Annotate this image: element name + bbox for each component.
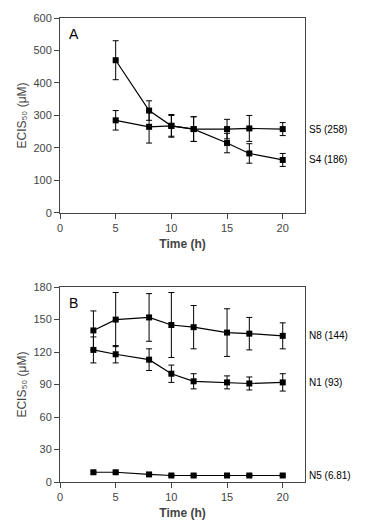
svg-text:60: 60 (40, 411, 52, 423)
svg-text:500: 500 (33, 44, 51, 56)
svg-text:10: 10 (165, 222, 177, 234)
svg-text:15: 15 (221, 222, 233, 234)
svg-text:600: 600 (33, 12, 51, 24)
svg-text:150: 150 (33, 313, 51, 325)
svg-text:S4 (186): S4 (186) (309, 154, 347, 165)
svg-text:20: 20 (277, 491, 289, 503)
svg-text:5: 5 (113, 491, 119, 503)
svg-text:N1 (93): N1 (93) (309, 377, 342, 388)
svg-text:Time (h): Time (h) (159, 237, 205, 251)
svg-text:Time (h): Time (h) (159, 506, 205, 520)
svg-text:0: 0 (57, 222, 63, 234)
svg-text:200: 200 (33, 142, 51, 154)
svg-text:N5 (6.81): N5 (6.81) (309, 470, 351, 481)
svg-text:ECIS₅₀ (μM): ECIS₅₀ (μM) (15, 352, 29, 418)
svg-text:10: 10 (165, 491, 177, 503)
svg-text:20: 20 (277, 222, 289, 234)
svg-text:100: 100 (33, 174, 51, 186)
svg-text:0: 0 (46, 476, 52, 488)
svg-text:300: 300 (33, 109, 51, 121)
svg-text:0: 0 (46, 207, 52, 219)
svg-text:90: 90 (40, 378, 52, 390)
svg-text:ECIS₅₀ (μM): ECIS₅₀ (μM) (15, 82, 29, 148)
svg-text:15: 15 (221, 491, 233, 503)
svg-text:120: 120 (33, 346, 51, 358)
svg-text:N8 (144): N8 (144) (309, 330, 348, 341)
svg-text:30: 30 (40, 443, 52, 455)
svg-text:S5 (258): S5 (258) (309, 124, 347, 135)
svg-text:400: 400 (33, 77, 51, 89)
svg-text:5: 5 (113, 222, 119, 234)
svg-text:0: 0 (57, 491, 63, 503)
svg-text:180: 180 (33, 281, 51, 293)
svg-text:B: B (69, 295, 78, 311)
svg-text:A: A (69, 26, 79, 42)
